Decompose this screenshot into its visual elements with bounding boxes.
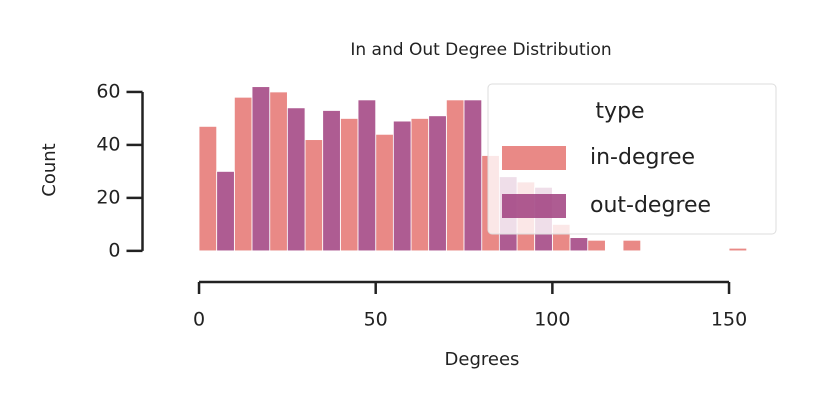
legend-swatch [502, 146, 566, 170]
plot-area: 0 20 40 60 0 50 100 150 [96, 80, 747, 330]
bar [587, 239, 606, 252]
x-tick-label: 150 [711, 309, 747, 331]
y-tick-label: 60 [96, 80, 120, 102]
x-tick-label: 50 [364, 309, 388, 331]
bar [304, 139, 324, 252]
bar [322, 110, 341, 252]
chart-title: In and Out Degree Distribution [350, 40, 611, 60]
x-axis-label: Degrees [445, 349, 520, 370]
bar [428, 115, 447, 252]
bar [375, 133, 394, 252]
legend-label: in-degree [590, 145, 695, 170]
legend-label: out-degree [590, 193, 711, 218]
x-tick-label: 0 [193, 309, 205, 331]
bar [622, 239, 642, 252]
bar [463, 99, 483, 252]
bar [286, 107, 306, 252]
bar [233, 96, 253, 252]
x-tick-label: 100 [534, 309, 570, 331]
bar [445, 99, 465, 252]
bar [198, 125, 218, 252]
bar [728, 247, 748, 252]
bar [410, 118, 430, 252]
bar [269, 91, 288, 252]
y-tick-label: 0 [108, 239, 120, 261]
legend-title: type [595, 99, 644, 124]
bar [251, 86, 271, 252]
legend: type in-degree out-degree [487, 83, 777, 235]
legend-swatch [502, 194, 566, 218]
y-tick-label: 20 [96, 186, 120, 208]
bar [357, 99, 377, 252]
y-tick-label: 40 [96, 133, 120, 155]
bar [339, 118, 359, 252]
bar [392, 120, 412, 252]
y-axis-label: Count [39, 143, 60, 196]
bar [216, 171, 235, 252]
bar [569, 237, 589, 252]
